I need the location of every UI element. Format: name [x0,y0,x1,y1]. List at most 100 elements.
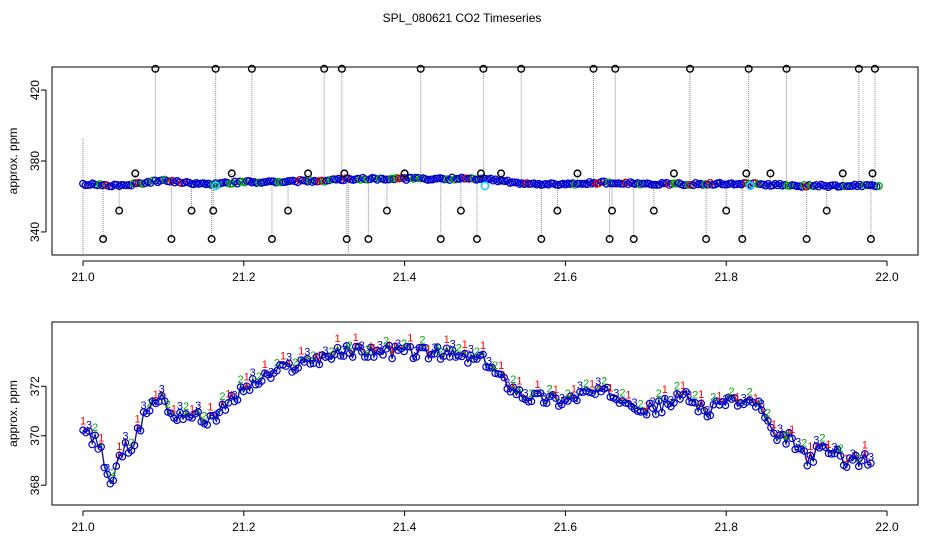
series-label-1: 1 [444,334,450,346]
outlier-point [866,235,875,244]
data-point [527,397,536,406]
data-point [161,397,169,405]
series-label-3: 3 [177,401,183,413]
outlier-point [553,206,562,215]
data-point [821,443,830,452]
outlier-point [517,64,526,73]
data-point [509,383,518,391]
series-label-2: 2 [219,391,225,403]
data-point [806,451,815,460]
data-point [776,431,784,439]
data-point [591,390,599,399]
series-label-2: 2 [365,344,371,356]
series-label-1: 1 [480,340,486,352]
data-point [684,180,693,189]
data-point [764,417,772,425]
series-label-3: 3 [777,423,783,435]
series-label-3: 3 [631,397,637,409]
series-label-3: 3 [359,340,365,352]
outlier-point [364,235,373,244]
series-label-3: 3 [504,377,510,389]
data-point [648,404,657,412]
series-label-3: 3 [868,451,874,463]
series-label-2: 2 [583,378,589,390]
x-tick-label: 21.6 [554,520,578,534]
data-point [551,394,560,403]
data-point [533,389,542,398]
outlier-point [611,64,620,73]
series-label-3: 3 [741,392,747,404]
data-point [233,179,242,188]
series-label-1: 1 [134,414,140,426]
outlier-point [589,64,598,73]
data-point [797,182,806,191]
panel-bottom: 21.0 21.2 21.4 21.6 21.8 22.0 368 370 372 approx.… [6,321,919,534]
outlier-point [209,206,218,215]
series-label-2: 2 [838,443,844,455]
series-label-1: 1 [334,333,340,345]
data-point [794,444,802,453]
data-point [212,417,221,425]
series-label-3: 3 [231,390,237,402]
data-point [315,360,324,369]
calibration-point [211,181,221,191]
x-tick-label: 21.4 [393,520,417,534]
data-point [105,182,114,191]
data-point [445,175,454,184]
outlier-point [320,64,329,73]
data-point [403,342,412,351]
series-label-2: 2 [765,408,771,420]
x-tick-label: 21.6 [554,270,578,284]
series-label-3: 3 [704,405,710,417]
series-label-1: 1 [825,439,831,451]
data-point [842,463,851,472]
data-point [97,442,105,451]
outlier-point [207,235,216,244]
y-axis: 340 380 420 [28,80,47,242]
outlier-point [99,235,108,244]
series-label-1: 1 [771,419,777,431]
series-label-1: 1 [80,416,86,428]
series-label-1: 1 [589,379,595,391]
series-label-1: 1 [280,351,286,363]
outlier-point [342,235,351,244]
series-label-2: 2 [565,388,571,400]
series-label-1: 1 [698,389,704,401]
series-label-1: 1 [498,360,504,372]
outlier-point [400,169,409,178]
outlier-point [115,206,124,215]
series-label-2: 2 [401,338,407,350]
data-point [251,380,260,389]
outlier-point [187,206,196,215]
data-point [814,182,823,191]
series-label-3: 3 [595,376,601,388]
data-point [718,180,727,189]
y-axis-label: approx. ppm [6,128,20,195]
series-label-3: 3 [213,409,219,421]
outlier-point [742,169,751,178]
series-label-2: 2 [165,399,171,411]
data-point [682,388,690,396]
data-point [670,399,678,407]
data-point [583,180,592,189]
outlier-point [416,64,425,73]
data-point [361,353,369,361]
outlier-point [211,64,220,73]
series-label-3: 3 [250,367,256,379]
series-label-1: 1 [389,344,395,356]
outlier-point [337,64,346,73]
data-point [136,426,145,435]
calibration-point [480,181,490,191]
outlier-point [304,169,313,178]
series-label-3: 3 [286,351,292,363]
data-point [751,403,760,411]
series-label-3: 3 [686,390,692,402]
outlier-point [151,64,160,73]
data-point [524,398,533,406]
data-point [243,177,251,186]
series-label-1: 1 [207,401,213,413]
x-tick-label: 21.0 [71,270,95,284]
data-point [561,396,569,404]
series-label-1: 1 [807,441,813,453]
series-label-3: 3 [613,387,619,399]
